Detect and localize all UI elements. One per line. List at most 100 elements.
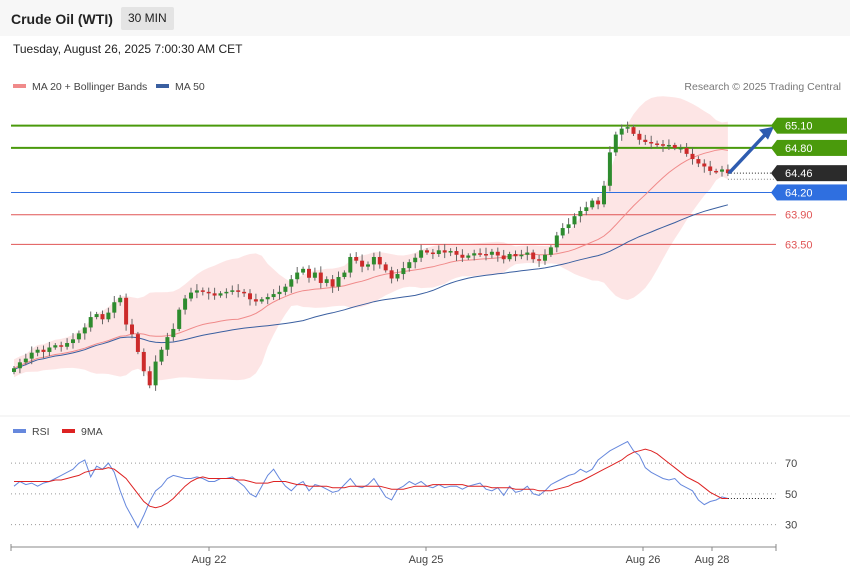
candle-body (118, 297, 123, 303)
candle-body (714, 170, 719, 173)
candle (613, 131, 618, 156)
candle-body (661, 144, 665, 146)
candle (537, 254, 542, 267)
candle-body (525, 252, 530, 255)
rsi-tick-label-1: 50 (785, 489, 797, 501)
candle (655, 140, 660, 148)
timestamp: Tuesday, August 26, 2025 7:00:30 AM CET (13, 42, 243, 56)
candle (607, 146, 612, 192)
candle (448, 248, 453, 257)
candle (472, 249, 477, 261)
candle-body (94, 314, 99, 318)
candle (395, 269, 400, 282)
candle-body (318, 272, 323, 283)
candle (501, 249, 506, 264)
candle-body (566, 224, 571, 229)
level-label-1: 64.80 (785, 143, 813, 155)
candle-body (100, 314, 105, 320)
candle (59, 341, 64, 352)
candle (130, 318, 134, 339)
candle-body (531, 252, 536, 260)
candle-body (543, 254, 547, 261)
candle (436, 245, 441, 257)
candle (277, 285, 282, 300)
candle-body (401, 268, 406, 275)
level-label-2: 64.20 (785, 187, 813, 199)
candle (159, 346, 164, 366)
candle (513, 250, 518, 262)
candle (330, 275, 335, 293)
legend-rsi: RSI (13, 426, 50, 438)
candle (590, 198, 595, 210)
candle (625, 121, 630, 133)
candle (271, 289, 276, 300)
candle-body (194, 290, 199, 293)
candle (725, 164, 730, 177)
candle-body (76, 333, 81, 340)
candle-body (189, 292, 193, 299)
candle (454, 246, 459, 261)
candle-body (253, 299, 258, 302)
candle (560, 223, 565, 239)
candle (289, 275, 294, 293)
candle-body (366, 264, 370, 267)
legend-9ma: 9MA (62, 426, 103, 438)
candle (106, 307, 111, 323)
candle (377, 251, 382, 269)
candle-body (413, 257, 418, 263)
candle-body (307, 268, 311, 278)
candle (230, 285, 235, 295)
level-tag-0 (777, 117, 847, 134)
candle (572, 213, 577, 228)
candle (596, 197, 601, 210)
candle-body (460, 254, 465, 258)
candle (218, 291, 223, 298)
candle (41, 345, 46, 359)
candle (312, 267, 317, 281)
candle (383, 262, 388, 273)
candle (430, 248, 435, 259)
candle (88, 311, 93, 332)
candle-body (141, 351, 146, 372)
candle-body (501, 255, 506, 260)
candle-body (230, 290, 235, 292)
candle (684, 143, 689, 157)
candle-body (218, 293, 223, 296)
rsi-tick-label-0: 30 (785, 520, 797, 532)
timeframe-badge[interactable]: 30 MIN (121, 7, 174, 30)
candle-body (265, 297, 270, 300)
candle-body (666, 144, 671, 147)
candle-body (171, 328, 176, 338)
candle (71, 333, 75, 349)
candle-body (330, 279, 335, 287)
level-label-3: 63.90 (785, 210, 813, 222)
time-tick-label-2: Aug 26 (626, 554, 661, 566)
candle (183, 294, 188, 315)
candle (714, 168, 719, 174)
candle-body (607, 152, 612, 186)
candle (401, 261, 406, 280)
candle (690, 147, 695, 165)
candle-body (348, 256, 353, 273)
candle-body (596, 200, 601, 205)
candle (153, 355, 158, 391)
ma50-swatch (156, 84, 169, 89)
candle-body (619, 128, 624, 135)
rsi-swatch (13, 429, 26, 434)
candle (53, 343, 58, 350)
candle (525, 246, 530, 261)
candle-body (354, 256, 359, 261)
candle (678, 144, 683, 153)
candle (489, 248, 494, 259)
candle (354, 252, 359, 264)
ma20-swatch (13, 84, 26, 89)
candle-body (200, 290, 205, 292)
candle-body (495, 251, 500, 256)
candle-body (130, 324, 134, 335)
legend-ma50: MA 50 (156, 81, 205, 93)
candle (389, 266, 394, 284)
candle-body (124, 297, 129, 325)
candle-body (507, 254, 512, 260)
candle-body (277, 291, 282, 295)
legend-rsi-label: RSI (32, 426, 50, 438)
